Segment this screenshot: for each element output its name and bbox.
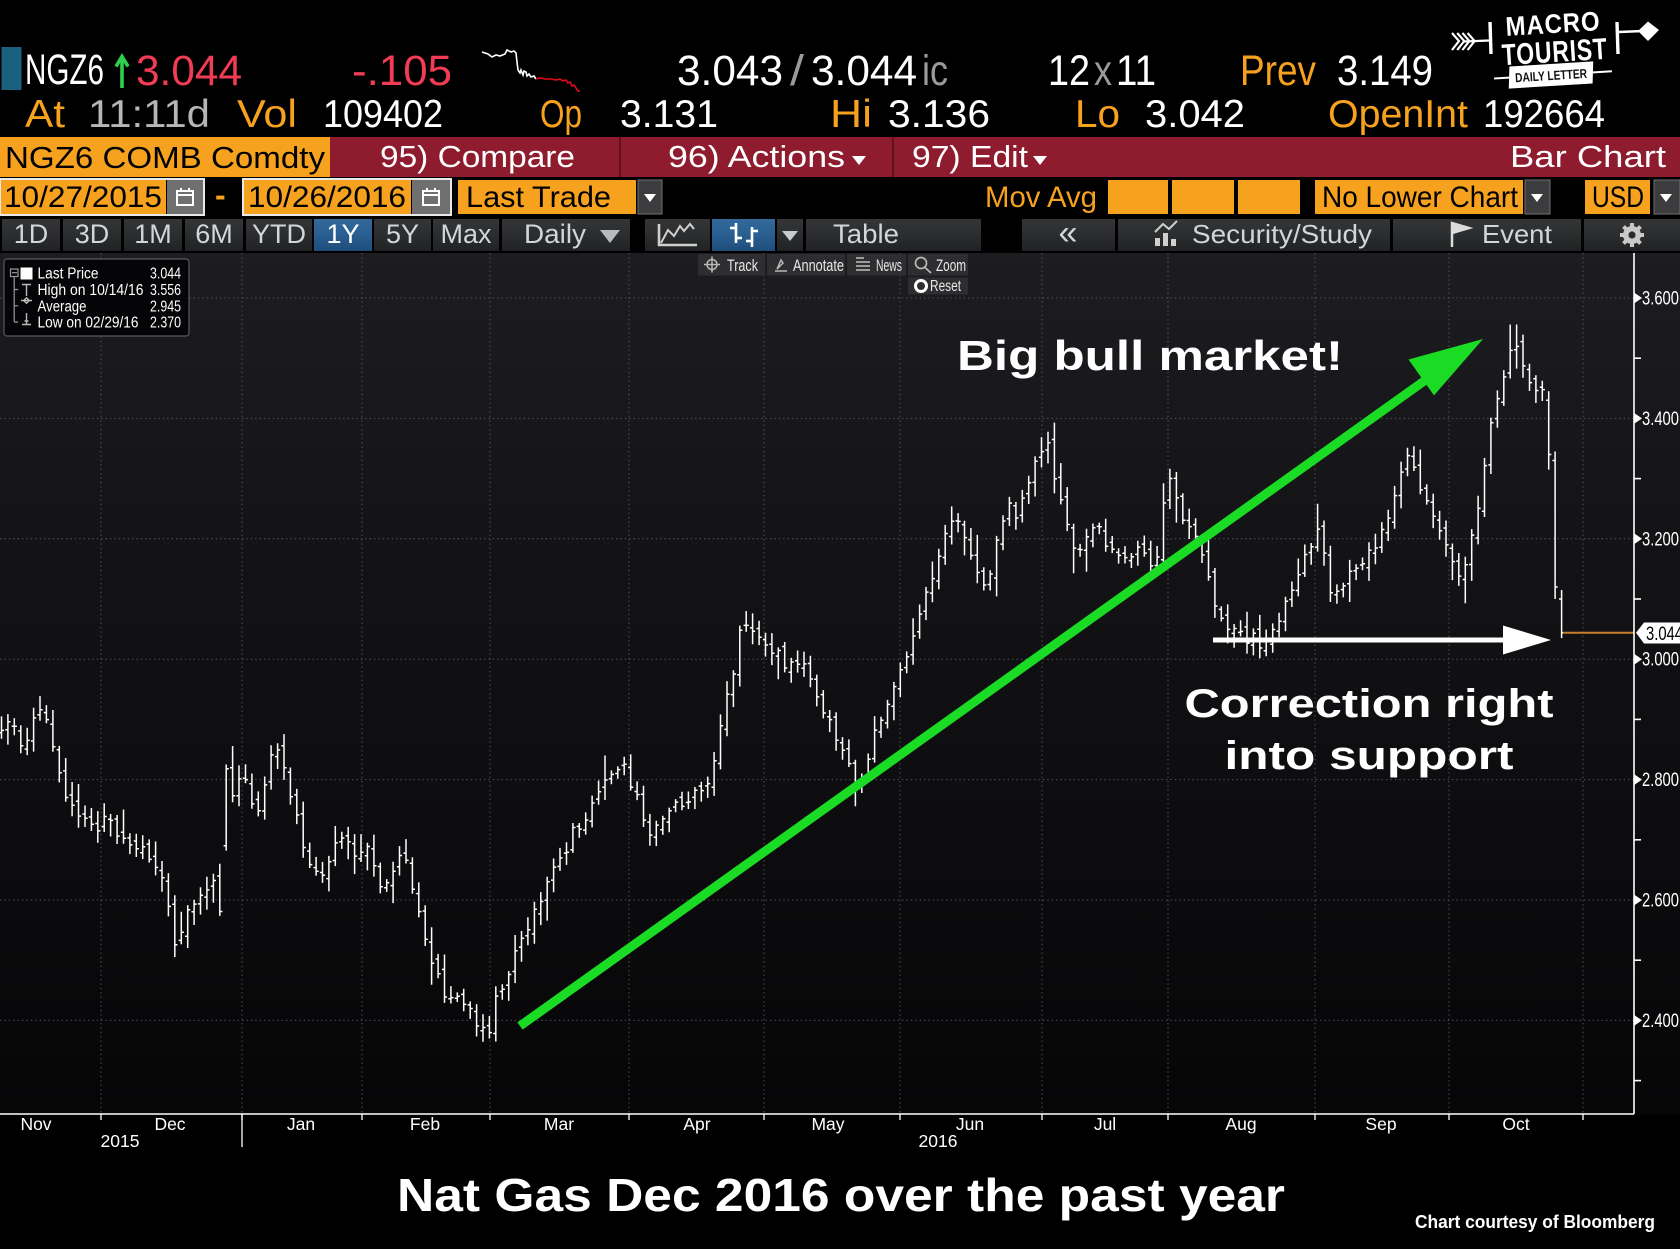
svg-text:11:11d: 11:11d bbox=[88, 93, 210, 136]
svg-text:3.000: 3.000 bbox=[1642, 649, 1679, 671]
svg-text:Dec: Dec bbox=[154, 1114, 185, 1134]
svg-text:3.600: 3.600 bbox=[1642, 288, 1679, 310]
svg-text:1Y: 1Y bbox=[326, 219, 359, 249]
svg-text:Chart courtesy of Bloomberg: Chart courtesy of Bloomberg bbox=[1415, 1211, 1655, 1232]
svg-text:2.945: 2.945 bbox=[150, 298, 181, 315]
svg-text:2.400: 2.400 bbox=[1642, 1010, 1679, 1032]
svg-text:Aug: Aug bbox=[1225, 1114, 1256, 1134]
svg-text:2016: 2016 bbox=[919, 1131, 958, 1151]
svg-text:2015: 2015 bbox=[101, 1131, 140, 1151]
svg-text:192664: 192664 bbox=[1483, 93, 1605, 136]
svg-text:MACRO: MACRO bbox=[1505, 6, 1602, 42]
svg-text:3.556: 3.556 bbox=[150, 282, 181, 299]
svg-text:Big bull market!: Big bull market! bbox=[957, 332, 1343, 379]
svg-text:Mar: Mar bbox=[544, 1114, 574, 1134]
svg-text:DAILY LETTER: DAILY LETTER bbox=[1515, 66, 1588, 85]
svg-text:High on 10/14/16: High on 10/14/16 bbox=[38, 282, 144, 299]
svg-text:Security/Study: Security/Study bbox=[1192, 219, 1372, 249]
svg-text:3.131: 3.131 bbox=[620, 93, 718, 136]
svg-text:Correction right: Correction right bbox=[1185, 682, 1554, 726]
svg-text:6M: 6M bbox=[195, 219, 233, 249]
svg-text:3.044: 3.044 bbox=[811, 47, 917, 95]
svg-text:109402: 109402 bbox=[323, 93, 443, 136]
svg-text:3.043: 3.043 bbox=[677, 47, 783, 95]
svg-text:Low on 02/29/16: Low on 02/29/16 bbox=[38, 315, 139, 332]
svg-text:Last Price: Last Price bbox=[38, 266, 99, 283]
svg-text:Event: Event bbox=[1482, 219, 1553, 249]
svg-text:ic: ic bbox=[922, 47, 948, 95]
svg-text:May: May bbox=[811, 1114, 844, 1134]
svg-text:95) Compare: 95) Compare bbox=[380, 139, 575, 174]
svg-text:2.370: 2.370 bbox=[150, 315, 181, 332]
svg-text:96) Actions: 96) Actions bbox=[668, 139, 845, 174]
svg-text:3.044: 3.044 bbox=[150, 266, 181, 283]
svg-text:No Lower Chart: No Lower Chart bbox=[1322, 181, 1519, 214]
svg-text:Feb: Feb bbox=[410, 1114, 440, 1134]
svg-text:Prev: Prev bbox=[1240, 47, 1316, 95]
svg-text:Mov Avg: Mov Avg bbox=[985, 181, 1097, 214]
svg-text:3.044: 3.044 bbox=[136, 47, 242, 95]
svg-text:Average: Average bbox=[38, 298, 87, 315]
svg-text:Op: Op bbox=[540, 93, 582, 136]
svg-text:Last Trade: Last Trade bbox=[466, 181, 611, 214]
svg-text:10/27/2015: 10/27/2015 bbox=[4, 181, 162, 214]
svg-text:Nov: Nov bbox=[20, 1114, 51, 1134]
svg-text:-: - bbox=[215, 177, 226, 213]
svg-text:3.136: 3.136 bbox=[888, 93, 990, 136]
svg-text:Sep: Sep bbox=[1365, 1114, 1396, 1134]
svg-text:Track: Track bbox=[727, 256, 758, 275]
svg-text:Nat Gas Dec 2016 over the past: Nat Gas Dec 2016 over the past year bbox=[397, 1169, 1285, 1221]
svg-text:Hi: Hi bbox=[830, 93, 872, 136]
svg-text:NGZ6 COMB Comdty: NGZ6 COMB Comdty bbox=[5, 140, 326, 175]
svg-text:1M: 1M bbox=[134, 219, 172, 249]
svg-text:12: 12 bbox=[1048, 47, 1090, 95]
svg-text:2.600: 2.600 bbox=[1642, 890, 1679, 912]
svg-text:1D: 1D bbox=[14, 219, 49, 249]
svg-text:Daily: Daily bbox=[524, 219, 587, 249]
svg-text:3.044: 3.044 bbox=[1646, 623, 1680, 645]
svg-text:3D: 3D bbox=[75, 219, 110, 249]
svg-text:Vol: Vol bbox=[237, 93, 297, 136]
svg-text:Annotate: Annotate bbox=[793, 256, 844, 275]
svg-text:OpenInt: OpenInt bbox=[1328, 93, 1468, 136]
svg-text:x: x bbox=[1094, 47, 1112, 95]
svg-text:News: News bbox=[876, 256, 902, 275]
svg-text:Zoom: Zoom bbox=[936, 256, 966, 275]
svg-text:NGZ6: NGZ6 bbox=[25, 46, 104, 94]
svg-text:3.200: 3.200 bbox=[1642, 528, 1679, 550]
svg-text:Max: Max bbox=[440, 219, 492, 249]
svg-text:Jul: Jul bbox=[1094, 1114, 1116, 1134]
svg-text:3.149: 3.149 bbox=[1337, 47, 1433, 95]
svg-text:At: At bbox=[25, 93, 65, 136]
svg-text:Oct: Oct bbox=[1502, 1114, 1529, 1134]
svg-text:USD: USD bbox=[1592, 181, 1644, 214]
svg-text:-.105: -.105 bbox=[352, 47, 452, 95]
svg-text:/: / bbox=[790, 47, 804, 95]
svg-text:Jun: Jun bbox=[956, 1114, 984, 1134]
svg-text:Bar Chart: Bar Chart bbox=[1510, 139, 1666, 174]
svg-text:3.400: 3.400 bbox=[1642, 408, 1679, 430]
svg-text:YTD: YTD bbox=[252, 219, 306, 249]
svg-text:11: 11 bbox=[1116, 47, 1156, 95]
svg-text:97) Edit: 97) Edit bbox=[912, 139, 1028, 174]
svg-text:Reset: Reset bbox=[930, 278, 962, 295]
svg-text:Lo: Lo bbox=[1075, 93, 1120, 136]
svg-text:«: « bbox=[1059, 214, 1078, 252]
svg-text:3.042: 3.042 bbox=[1145, 93, 1245, 136]
svg-text:2.800: 2.800 bbox=[1642, 769, 1679, 791]
svg-text:5Y: 5Y bbox=[386, 219, 419, 249]
svg-text:Apr: Apr bbox=[683, 1114, 710, 1134]
svg-text:into support: into support bbox=[1225, 734, 1514, 778]
svg-text:Jan: Jan bbox=[287, 1114, 315, 1134]
svg-text:10/26/2016: 10/26/2016 bbox=[248, 181, 406, 214]
svg-text:Table: Table bbox=[833, 219, 899, 249]
